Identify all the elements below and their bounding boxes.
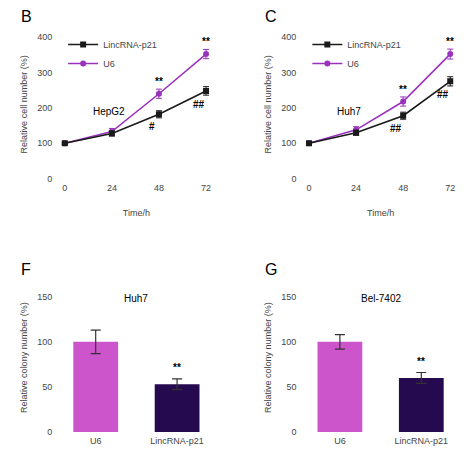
svg-text:U6: U6 <box>90 436 102 446</box>
svg-text:##: ## <box>193 99 205 110</box>
svg-text:100: 100 <box>281 337 296 347</box>
svg-text:72: 72 <box>201 183 211 193</box>
svg-text:Time/h: Time/h <box>367 208 394 218</box>
svg-text:**: ** <box>202 36 210 47</box>
svg-text:48: 48 <box>398 183 408 193</box>
svg-text:0: 0 <box>307 183 312 193</box>
svg-text:100: 100 <box>281 138 296 148</box>
svg-text:Relative cell number (%): Relative cell number (%) <box>19 55 29 153</box>
svg-text:Relative colony number (%): Relative colony number (%) <box>19 302 29 413</box>
svg-text:Relative cell number (%): Relative cell number (%) <box>263 55 273 153</box>
svg-text:U6: U6 <box>103 59 115 69</box>
svg-text:**: ** <box>173 362 181 373</box>
svg-text:LincRNA-p21: LincRNA-p21 <box>347 40 401 50</box>
svg-text:50: 50 <box>42 382 52 392</box>
svg-text:##: ## <box>437 89 449 100</box>
svg-text:**: ** <box>446 36 454 47</box>
svg-text:U6: U6 <box>334 436 346 446</box>
svg-text:**: ** <box>417 356 425 367</box>
svg-text:72: 72 <box>445 183 455 193</box>
svg-text:400: 400 <box>37 32 52 42</box>
svg-text:Bel-7402: Bel-7402 <box>361 293 401 304</box>
svg-text:LincRNA-p21: LincRNA-p21 <box>395 436 449 446</box>
svg-text:Time/h: Time/h <box>123 208 150 218</box>
svg-text:**: ** <box>399 84 407 95</box>
svg-text:0: 0 <box>291 427 296 437</box>
svg-text:24: 24 <box>107 183 117 193</box>
svg-text:100: 100 <box>37 337 52 347</box>
svg-text:24: 24 <box>351 183 361 193</box>
svg-text:0: 0 <box>47 174 52 184</box>
svg-text:300: 300 <box>281 68 296 78</box>
svg-text:150: 150 <box>281 292 296 302</box>
svg-text:**: ** <box>155 76 163 87</box>
svg-text:150: 150 <box>37 292 52 302</box>
svg-text:100: 100 <box>37 138 52 148</box>
svg-text:Huh7: Huh7 <box>337 106 361 117</box>
svg-text:G: G <box>265 261 277 278</box>
svg-text:300: 300 <box>37 68 52 78</box>
svg-text:50: 50 <box>286 382 296 392</box>
svg-text:200: 200 <box>281 103 296 113</box>
svg-text:##: ## <box>390 123 402 134</box>
svg-text:400: 400 <box>281 32 296 42</box>
svg-text:LincRNA-p21: LincRNA-p21 <box>103 40 157 50</box>
svg-text:0: 0 <box>291 174 296 184</box>
svg-text:LincRNA-p21: LincRNA-p21 <box>150 436 204 446</box>
svg-text:#: # <box>149 121 155 132</box>
svg-text:HepG2: HepG2 <box>93 106 125 117</box>
svg-text:200: 200 <box>37 103 52 113</box>
svg-text:Huh7: Huh7 <box>124 293 148 304</box>
svg-text:F: F <box>21 261 31 278</box>
svg-text:B: B <box>21 8 32 25</box>
svg-text:Relative colony number (%): Relative colony number (%) <box>263 302 273 413</box>
svg-text:U6: U6 <box>347 59 359 69</box>
svg-text:0: 0 <box>62 183 67 193</box>
svg-text:0: 0 <box>47 427 52 437</box>
svg-text:48: 48 <box>154 183 164 193</box>
svg-text:C: C <box>265 8 277 25</box>
